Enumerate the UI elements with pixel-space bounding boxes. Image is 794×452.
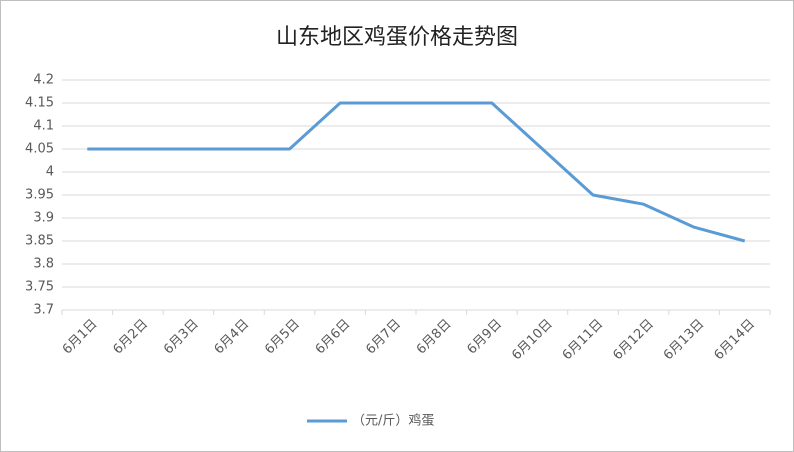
data-line bbox=[87, 101, 746, 243]
y-tick-label: 4 bbox=[46, 165, 54, 180]
y-tick-label: 3.95 bbox=[25, 188, 54, 203]
y-tick-label: 3.85 bbox=[25, 234, 54, 249]
y-tick-label: 3.8 bbox=[33, 257, 54, 272]
y-tick-label: 3.75 bbox=[25, 280, 54, 295]
y-tick-label: 4.1 bbox=[33, 119, 54, 134]
y-tick-label: 3.7 bbox=[33, 303, 54, 318]
y-tick-label: 4.15 bbox=[25, 96, 54, 111]
chart-title: 山东地区鸡蛋价格走势图 bbox=[276, 25, 518, 50]
legend-label: （元/斤）鸡蛋 bbox=[352, 413, 434, 429]
y-tick-label: 4.05 bbox=[25, 142, 54, 157]
y-tick-label: 4.2 bbox=[33, 73, 54, 88]
y-tick-label: 3.9 bbox=[33, 211, 54, 226]
